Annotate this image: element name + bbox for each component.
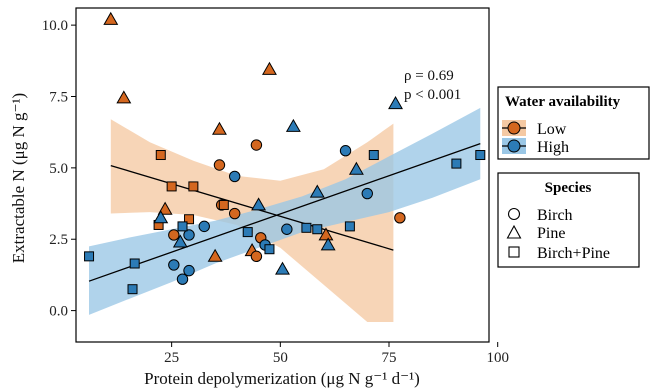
point-low-pine [157, 201, 173, 215]
legend-species-label-birch-pine: Birch+Pine [537, 245, 610, 262]
legend-water-label-high: High [537, 139, 569, 156]
point-high-pine [285, 118, 301, 132]
point-low-pine [207, 248, 223, 262]
point-high-birch-pine [242, 227, 253, 238]
y-tick-label: 10.0 [42, 18, 68, 34]
x-tick-label: 100 [486, 350, 509, 366]
point-high-birch [281, 223, 293, 235]
point-high-birch-pine [368, 150, 379, 161]
point-high-birch-pine [475, 150, 486, 161]
point-high-birch-pine [451, 158, 462, 169]
legend-species-box [497, 172, 640, 268]
point-high-pine [348, 161, 364, 175]
point-low-pine [318, 227, 334, 241]
x-axis-title: Protein depolymerization (μg N g⁻¹ d⁻¹) [144, 369, 420, 388]
legend-birch-pine-square-icon [508, 246, 520, 258]
confidence-bands [89, 107, 481, 322]
annotation-p-value: p < 0.001 [404, 87, 461, 103]
point-high-birch-pine [344, 221, 355, 232]
point-low-birch-pine [188, 181, 199, 192]
point-high-birch [176, 273, 189, 285]
point-low-birch [250, 250, 263, 263]
point-high-birch [228, 170, 241, 183]
point-high-birch [198, 220, 210, 233]
point-low-birch-pine [155, 150, 166, 161]
x-axis-ticks: 25 50 75 100 [164, 342, 509, 366]
y-tick-label: 5.0 [49, 161, 68, 177]
fit-lines [88, 142, 481, 282]
point-high-birch-pine [129, 258, 140, 269]
x-tick-label: 25 [164, 350, 179, 366]
annotation-rho: ρ = 0.69 [404, 68, 454, 84]
point-high-birch-pine [301, 222, 312, 233]
point-high-pine [309, 184, 325, 198]
point-low-birch-pine [218, 199, 229, 210]
point-high-birch-pine [264, 244, 275, 255]
legend-water-key-high [502, 138, 526, 154]
legend-water-availability: Water availability Low High [497, 86, 650, 160]
x-tick-label: 50 [273, 350, 288, 366]
legend-species: Species Birch Pine Birch+Pine [497, 172, 640, 268]
x-tick-label: 75 [382, 350, 397, 366]
point-low-pine [212, 121, 227, 135]
fit-line-high [88, 142, 481, 282]
point-high-birch-pine [127, 284, 138, 295]
point-high-birch [339, 145, 352, 157]
legend-species-label-pine: Pine [537, 225, 565, 242]
point-high-pine [251, 197, 267, 211]
legend-water-key-low [502, 120, 526, 136]
point-low-pine [261, 61, 277, 75]
fit-line-low [110, 164, 394, 251]
point-high-birch-pine [177, 221, 188, 232]
point-low-birch [213, 159, 226, 171]
y-tick-label: 2.5 [49, 232, 68, 248]
legend-water-title: Water availability [505, 94, 621, 110]
point-high-pine [275, 261, 290, 275]
legend-pine-triangle-icon [506, 224, 522, 239]
point-high-pine [153, 210, 169, 224]
point-low-pine [116, 90, 132, 104]
point-high-birch [361, 187, 373, 200]
legend-water-label-low: Low [537, 121, 567, 138]
point-low-birch [250, 139, 263, 151]
point-low-birch [394, 212, 406, 224]
point-high-pine [320, 237, 336, 251]
legend-species-label-birch: Birch [537, 207, 573, 224]
y-tick-label: 7.5 [49, 89, 68, 105]
legend-species-title: Species [545, 180, 592, 196]
point-high-birch [183, 264, 195, 277]
point-low-birch-pine [166, 181, 177, 192]
point-high-birch-pine [84, 251, 95, 262]
point-low-pine [103, 11, 119, 25]
point-high-birch-pine [312, 224, 323, 235]
y-axis-title: Extractable N (μg N g⁻¹) [9, 93, 28, 263]
point-high-pine [388, 96, 403, 110]
point-low-birch [168, 229, 180, 241]
legend-birch-circle-icon [507, 207, 521, 221]
plot-border [75, 7, 490, 343]
point-low-birch-pine [184, 214, 195, 225]
point-high-pine [172, 234, 188, 248]
point-low-birch [228, 207, 241, 220]
confidence-band-high [89, 107, 481, 315]
point-high-birch [168, 259, 180, 271]
point-high-birch [183, 229, 195, 241]
y-tick-label: 0.0 [49, 304, 68, 320]
data-points [84, 11, 486, 295]
y-axis-ticks: 0.0 2.5 5.0 7.5 10.0 [42, 18, 76, 320]
